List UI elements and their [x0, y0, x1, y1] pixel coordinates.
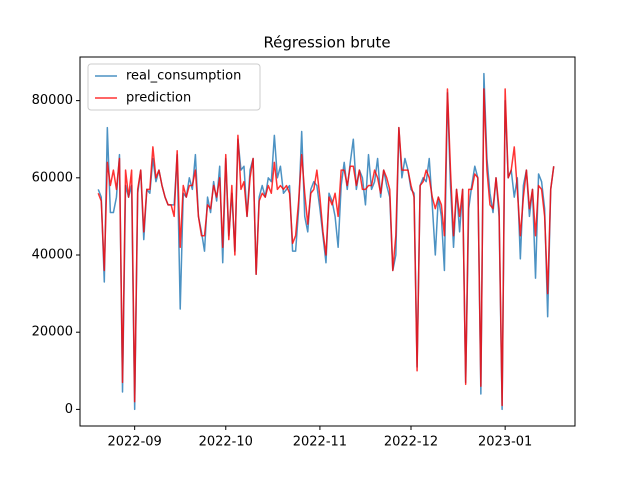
x-tick-label: 2023-01 — [478, 435, 532, 450]
x-tick-label: 2022-10 — [199, 435, 253, 450]
y-tick-label: 20000 — [32, 325, 73, 340]
data-line — [97, 88, 555, 407]
x-tick-label: 2022-11 — [293, 435, 347, 450]
x-tick-label: 2022-12 — [384, 435, 438, 450]
y-tick-label: 40000 — [32, 248, 73, 263]
legend-label: prediction — [126, 91, 191, 106]
legend-label: real_consumption — [126, 69, 241, 84]
plot-frame — [79, 56, 576, 427]
y-tick-label: 0 — [65, 402, 73, 417]
chart-title: Régression brute — [263, 34, 390, 52]
y-tick-label: 80000 — [32, 93, 73, 108]
x-tick-label: 2022-09 — [107, 435, 161, 450]
legend-box — [87, 63, 261, 111]
y-tick-label: 60000 — [32, 170, 73, 185]
